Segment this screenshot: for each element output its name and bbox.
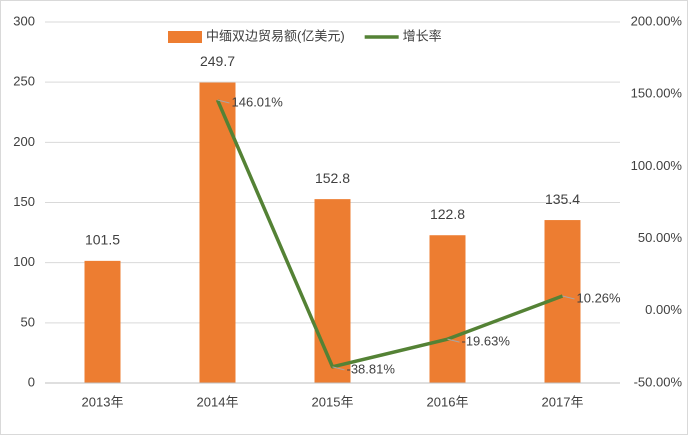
legend-label: 中缅双边贸易额(亿美元) [206,28,345,43]
label-leader [217,99,230,104]
line-value-label: 10.26% [577,290,622,305]
bar [429,235,466,383]
bar [314,199,351,383]
line-value-label: -38.81% [347,361,396,376]
y2-tick-label: 100.00% [631,158,683,173]
legend-label: 增长率 [403,28,442,43]
x-tick-label: 2017年 [542,394,584,409]
y2-tick-label: 200.00% [631,13,683,28]
y-tick-label: 250 [13,74,35,89]
x-tick-label: 2014年 [197,394,239,409]
y-tick-label: 0 [28,374,35,389]
bar-value-label: 249.7 [200,53,235,69]
bar-value-label: 135.4 [545,191,580,207]
y2-tick-label: 150.00% [631,86,683,101]
label-leader [562,295,575,300]
y2-tick-label: 0.00% [645,302,682,317]
line-value-label: 146.01% [232,94,284,109]
bar-value-label: 152.8 [315,170,350,186]
y-tick-label: 50 [21,314,35,329]
bar [199,82,236,384]
line-value-label: -19.63% [462,334,511,349]
y2-tick-label: -50.00% [634,374,683,389]
y-tick-label: 150 [13,194,35,209]
x-tick-label: 2015年 [312,394,354,409]
label-leader [332,366,345,371]
x-tick-label: 2013年 [82,394,124,409]
bar [84,260,121,383]
y-tick-label: 200 [13,134,35,149]
y-tick-label: 300 [13,13,35,28]
label-leader [447,338,460,343]
line [215,99,564,369]
legend-swatch [168,31,202,43]
bar-value-label: 122.8 [430,206,465,222]
y2-tick-label: 50.00% [638,230,683,245]
bar-value-label: 101.5 [85,232,120,248]
x-tick-label: 2016年 [427,394,469,409]
y-tick-label: 100 [13,254,35,269]
